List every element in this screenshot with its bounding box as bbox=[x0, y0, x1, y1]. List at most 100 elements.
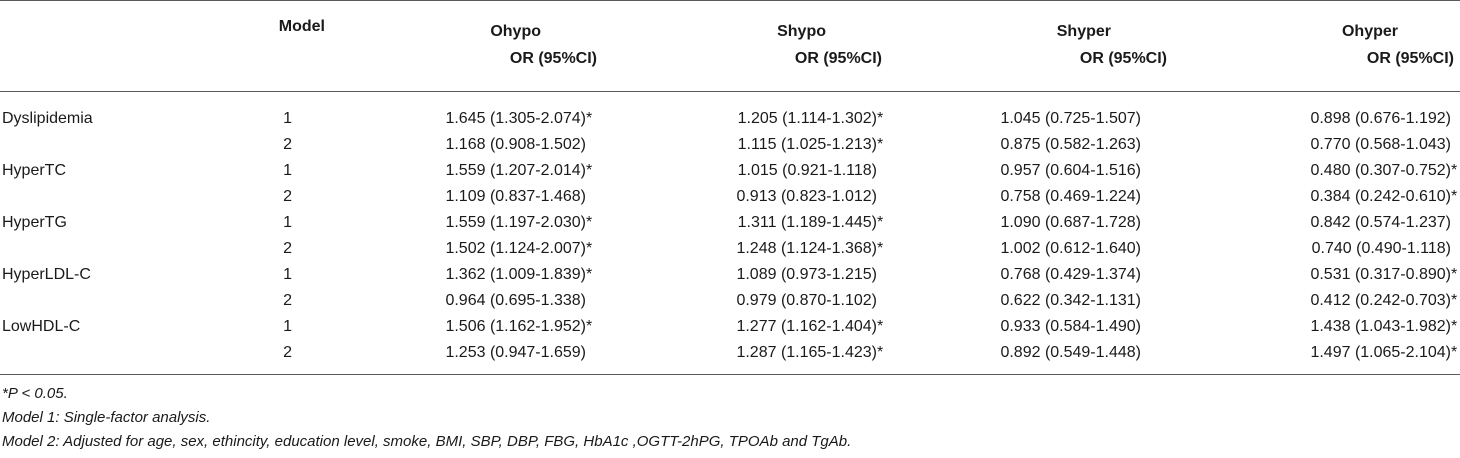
or-value: 0.875 (0.582-1.263) bbox=[1000, 136, 1141, 153]
or-value-cell: 0.622 (0.342-1.131) bbox=[888, 288, 1173, 314]
or-value-cell: 0.875 (0.582-1.263) bbox=[888, 132, 1173, 158]
or-value-cell: 0.898 (0.676-1.192) bbox=[1173, 92, 1460, 133]
significance-marker: * bbox=[586, 318, 593, 335]
table-row: HyperTG 1 1.559 (1.197-2.030) * 1.311 (1.189… bbox=[0, 210, 1460, 236]
header-shyper: Shyper OR (95%CI) bbox=[1056, 23, 1167, 67]
table-footnotes: *P < 0.05. Model 1: Single-factor analys… bbox=[2, 382, 851, 454]
or-value-cell: 0.758 (0.469-1.224) bbox=[888, 184, 1173, 210]
table-row: HyperLDL-C 1 1.362 (1.009-1.839)* 1.089 (0.… bbox=[0, 262, 1460, 288]
or-value-cell: 1.502 (1.124-2.007)* bbox=[330, 236, 603, 262]
header-model: Model bbox=[278, 18, 325, 35]
or-value-cell: 1.115 (1.025-1.213)* bbox=[603, 132, 888, 158]
or-value-cell: 1.277 (1.162-1.404)* bbox=[603, 314, 888, 340]
or-value: 1.090 (0.687-1.728) bbox=[1000, 214, 1141, 231]
or-value: 1.362 (1.009-1.839) bbox=[445, 266, 586, 283]
or-value: 0.412 (0.242-0.703) bbox=[1310, 292, 1451, 309]
or-value-cell: 1.438 (1.043-1.982)* bbox=[1173, 314, 1460, 340]
row-variable-label: Dyslipidemia bbox=[2, 110, 93, 127]
row-model-number: 1 bbox=[283, 110, 292, 127]
row-model-number: 2 bbox=[283, 344, 292, 361]
significance-marker: * bbox=[1451, 318, 1458, 335]
or-value-cell: 0.480 (0.307-0.752)* bbox=[1173, 158, 1460, 184]
or-value-cell: 0.842 (0.574-1.237) bbox=[1173, 210, 1460, 236]
or-value-cell: 1.002 (0.612-1.640) bbox=[888, 236, 1173, 262]
or-value: 0.898 (0.676-1.192) bbox=[1310, 110, 1451, 127]
or-value: 1.248 (1.124-1.368) bbox=[736, 240, 877, 257]
or-value: 1.205 (1.114-1.302) bbox=[737, 110, 877, 127]
or-value: 1.015 (0.921-1.118) bbox=[737, 162, 877, 179]
significance-marker: * bbox=[1451, 162, 1458, 179]
or-value: 0.384 (0.242-0.610) bbox=[1310, 188, 1451, 205]
row-variable-label: LowHDL-C bbox=[2, 318, 81, 335]
or-value: 0.964 (0.695-1.338) bbox=[445, 292, 586, 309]
or-value: 0.842 (0.574-1.237) bbox=[1310, 214, 1451, 231]
or-value-cell: 1.287 (1.165-1.423)* bbox=[603, 340, 888, 375]
or-value-cell: 0.957 (0.604-1.516) bbox=[888, 158, 1173, 184]
or-value: 0.957 (0.604-1.516) bbox=[1000, 162, 1141, 179]
table-row: Dyslipidemia 1 1.645 (1.305-2.074)* 1.205 (… bbox=[0, 92, 1460, 133]
or-value: 1.502 (1.124-2.007) bbox=[445, 240, 586, 257]
footnote-significance: *P < 0.05. bbox=[2, 385, 68, 402]
or-value-cell: 0.384 (0.242-0.610)* bbox=[1173, 184, 1460, 210]
table-header-row: Model Ohypo OR (95%CI) Shypo OR (95%CI) bbox=[0, 0, 1460, 92]
or-value: 0.531 (0.317-0.890) bbox=[1310, 266, 1451, 283]
or-value: 0.933 (0.584-1.490) bbox=[1000, 318, 1141, 335]
row-variable-label: HyperTC bbox=[2, 162, 67, 179]
or-value-cell: 1.248 (1.124-1.368)* bbox=[603, 236, 888, 262]
or-value-cell: 1.645 (1.305-2.074)* bbox=[330, 92, 603, 133]
significance-marker: * bbox=[1451, 292, 1458, 309]
or-value: 1.438 (1.043-1.982) bbox=[1310, 318, 1451, 335]
row-model-number: 2 bbox=[283, 240, 292, 257]
significance-marker: * bbox=[877, 344, 884, 361]
or-value: 1.277 (1.162-1.404) bbox=[736, 318, 877, 335]
or-value-cell: 0.531 (0.317-0.890)* bbox=[1173, 262, 1460, 288]
or-value: 0.480 (0.307-0.752) bbox=[1310, 162, 1451, 179]
or-value-cell: 0.412 (0.242-0.703)* bbox=[1173, 288, 1460, 314]
or-value: 0.768 (0.429-1.374) bbox=[1000, 266, 1141, 283]
table-body: Dyslipidemia 1 1.645 (1.305-2.074)* 1.205 (… bbox=[0, 92, 1460, 375]
or-value: 1.045 (0.725-1.507) bbox=[1000, 110, 1141, 127]
or-value: 0.622 (0.342-1.131) bbox=[1000, 292, 1141, 309]
significance-marker: * bbox=[877, 214, 884, 231]
header-ohypo: Ohypo OR (95%CI) bbox=[490, 23, 597, 67]
significance-marker: * bbox=[586, 240, 593, 257]
or-value: 1.311 (1.189-1.445) bbox=[737, 214, 877, 231]
row-variable-label bbox=[0, 236, 170, 262]
table-row: LowHDL-C 1 1.506 (1.162-1.952)* 1.277 (1.16… bbox=[0, 314, 1460, 340]
significance-marker: * bbox=[877, 136, 884, 153]
header-ohyper: Ohyper OR (95%CI) bbox=[1341, 23, 1454, 67]
or-value: 1.559 (1.197-2.030) bbox=[445, 214, 586, 231]
table-row: 2 1.109 (0.837-1.468) 0.913 (0.823-1.012) 0… bbox=[0, 184, 1460, 210]
significance-marker: * bbox=[877, 110, 884, 127]
table-row: 2 1.168 (0.908-1.502) 1.115 (1.025-1.213)*… bbox=[0, 132, 1460, 158]
or-value-cell: 1.168 (0.908-1.502) bbox=[330, 132, 603, 158]
or-value: 0.892 (0.549-1.448) bbox=[1000, 344, 1141, 361]
or-value: 1.089 (0.973-1.215) bbox=[736, 266, 877, 283]
or-value-cell: 1.089 (0.973-1.215) bbox=[603, 262, 888, 288]
footnote-model-2: Model 2: Adjusted for age, sex, ethincit… bbox=[2, 433, 852, 450]
or-value-cell: 0.979 (0.870-1.102) bbox=[603, 288, 888, 314]
row-variable-label bbox=[0, 340, 170, 375]
row-model-number: 2 bbox=[283, 188, 292, 205]
or-value-cell: 1.559 (1.207-2.014)* bbox=[330, 158, 603, 184]
or-value: 1.506 (1.162-1.952) bbox=[445, 318, 586, 335]
row-variable-label: HyperLDL-C bbox=[2, 266, 91, 283]
or-value-cell: 1.015 (0.921-1.118) bbox=[603, 158, 888, 184]
row-model-number: 1 bbox=[283, 214, 292, 231]
or-value-cell: 1.090 (0.687-1.728) bbox=[888, 210, 1173, 236]
row-variable-label: HyperTG bbox=[2, 214, 67, 231]
row-variable-label bbox=[0, 132, 170, 158]
row-model-number: 1 bbox=[283, 318, 292, 335]
table-row: 2 1.253 (0.947-1.659) 1.287 (1.165-1.423)*… bbox=[0, 340, 1460, 375]
table-row: 2 1.502 (1.124-2.007)* 1.248 (1.124-1.368)… bbox=[0, 236, 1460, 262]
or-value: 0.740 (0.490-1.118) bbox=[1311, 240, 1451, 257]
or-value: 1.115 (1.025-1.213) bbox=[737, 136, 877, 153]
significance-marker: * bbox=[586, 110, 593, 127]
or-value: 1.497 (1.065-2.104) bbox=[1310, 344, 1451, 361]
row-variable-label bbox=[0, 184, 170, 210]
significance-marker: * bbox=[877, 318, 884, 335]
or-value: 0.913 (0.823-1.012) bbox=[736, 188, 877, 205]
or-value-cell: 1.109 (0.837-1.468) bbox=[330, 184, 603, 210]
or-value-cell: 0.933 (0.584-1.490) bbox=[888, 314, 1173, 340]
or-value-cell: 1.497 (1.065-2.104)* bbox=[1173, 340, 1460, 375]
